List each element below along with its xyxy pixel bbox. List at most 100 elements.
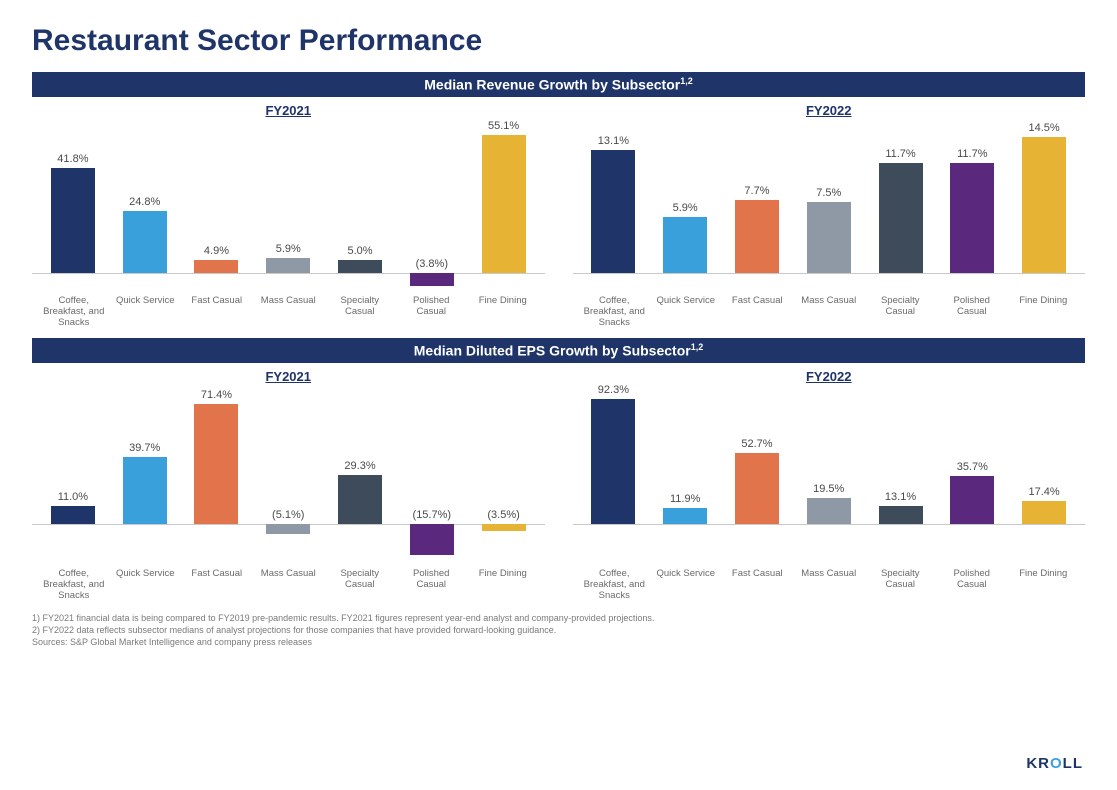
x-label: Fine Dining <box>1008 296 1080 329</box>
chart-title: FY2022 <box>573 103 1086 118</box>
bar-value-label: 5.9% <box>673 202 698 214</box>
footnote-line: 2) FY2022 data reflects subsector median… <box>32 624 1085 636</box>
bar: 39.7% <box>123 457 167 524</box>
bar: 55.1% <box>482 135 526 273</box>
bar: 35.7% <box>950 476 994 524</box>
bar: 11.9% <box>663 508 707 524</box>
bar-column: 13.1% <box>866 390 936 524</box>
x-label: Coffee, Breakfast, and Snacks <box>38 569 110 602</box>
bar: 11.7% <box>950 163 994 273</box>
bar-column: 29.3% <box>325 390 395 524</box>
bar-column: (3.5%) <box>469 390 539 524</box>
bar-chart: FY2021 11.0% 39.7% 71.4% (5.1%) 29.3%(15.7%) (… <box>32 369 545 602</box>
section-header: Median Diluted EPS Growth by Subsector1,… <box>32 338 1085 363</box>
x-label: Polished Casual <box>396 296 468 329</box>
bar-value-label: (3.5%) <box>487 509 519 521</box>
bar: 7.5% <box>807 202 851 272</box>
bar-value-label: 5.9% <box>276 243 301 255</box>
bar-column: 5.9% <box>253 124 323 273</box>
bar-value-label: 52.7% <box>741 438 772 450</box>
bar-column: 92.3% <box>579 390 649 524</box>
bar: 13.1% <box>879 506 923 524</box>
x-label: Mass Casual <box>253 296 325 329</box>
bar: 11.7% <box>879 163 923 273</box>
bar-value-label: 24.8% <box>129 196 160 208</box>
chart-row: FY2021 11.0% 39.7% 71.4% (5.1%) 29.3%(15.7%) (… <box>32 369 1085 602</box>
bar-column: 5.0% <box>325 124 395 273</box>
page-title: Restaurant Sector Performance <box>32 24 1085 58</box>
bar-column: 4.9% <box>182 124 252 273</box>
bar: 19.5% <box>807 498 851 524</box>
bar-column: 13.1% <box>579 124 649 273</box>
x-label: Mass Casual <box>793 569 865 602</box>
brand-logo: KROLL <box>1026 755 1083 772</box>
bar-value-label: 17.4% <box>1028 486 1059 498</box>
bar-value-label: 39.7% <box>129 442 160 454</box>
x-label: Fine Dining <box>1008 569 1080 602</box>
bars: 92.3% 11.9% 52.7% 19.5% 13.1% 35.7% 17.4% <box>573 390 1086 524</box>
bar-column: 7.5% <box>794 124 864 273</box>
x-label: Coffee, Breakfast, and Snacks <box>579 569 651 602</box>
section-header: Median Revenue Growth by Subsector1,2 <box>32 72 1085 97</box>
plot-area: 11.0% 39.7% 71.4% (5.1%) 29.3%(15.7%) (3.5%) <box>32 390 545 525</box>
bar-value-label: 11.0% <box>58 491 88 503</box>
bars: 11.0% 39.7% 71.4% (5.1%) 29.3%(15.7%) (3.5%) <box>32 390 545 524</box>
bar: 41.8% <box>51 168 95 273</box>
bar: 7.7% <box>735 200 779 272</box>
bar-value-label: 14.5% <box>1028 122 1059 134</box>
bar-value-label: 11.9% <box>670 493 700 505</box>
bar-column: 5.9% <box>650 124 720 273</box>
bar: 5.9% <box>663 217 707 272</box>
bars: 41.8% 24.8% 4.9% 5.9% 5.0% (3.8%) 55.1% <box>32 124 545 273</box>
bar-value-label: 13.1% <box>598 135 629 147</box>
x-label: Fine Dining <box>467 296 539 329</box>
bar <box>266 524 310 534</box>
bar: 5.0% <box>338 260 382 273</box>
bar-column: 11.9% <box>650 390 720 524</box>
bar-value-label: 19.5% <box>813 483 844 495</box>
bar-value-label: (3.8%) <box>416 258 448 270</box>
x-axis-labels: Coffee, Breakfast, and SnacksQuick Servi… <box>573 296 1086 329</box>
bar-chart: FY2022 92.3% 11.9% 52.7% 19.5% 13.1% 35.7% 17.4… <box>573 369 1086 602</box>
bar-column: 17.4% <box>1009 390 1079 524</box>
bar-column: 7.7% <box>722 124 792 273</box>
chart-title: FY2021 <box>32 369 545 384</box>
bar: 71.4% <box>194 404 238 524</box>
x-label: Mass Casual <box>793 296 865 329</box>
bar-column: (15.7%) <box>397 390 467 524</box>
bar-value-label: (5.1%) <box>272 509 304 521</box>
x-label: Specialty Casual <box>324 296 396 329</box>
x-label: Polished Casual <box>396 569 468 602</box>
bar-column: 35.7% <box>937 390 1007 524</box>
footnote-line: Sources: S&P Global Market Intelligence … <box>32 636 1085 648</box>
bar-column: 11.0% <box>38 390 108 524</box>
bar-value-label: 55.1% <box>488 120 519 132</box>
bar-value-label: 13.1% <box>885 491 916 503</box>
x-label: Fine Dining <box>467 569 539 602</box>
chart-row: FY202141.8%24.8%4.9%5.9%5.0%(3.8%)55.1%C… <box>32 103 1085 329</box>
bar-value-label: 5.0% <box>347 245 372 257</box>
bar-column: 39.7% <box>110 390 180 524</box>
x-label: Quick Service <box>650 569 722 602</box>
bar-value-label: 11.7% <box>957 148 987 160</box>
chart-title: FY2022 <box>573 369 1086 384</box>
bar-value-label: 4.9% <box>204 245 229 257</box>
bar-value-label: 7.5% <box>816 187 841 199</box>
x-label: Fast Casual <box>722 569 794 602</box>
bar-value-label: 41.8% <box>57 153 88 165</box>
x-axis-labels: Coffee, Breakfast, and SnacksQuick Servi… <box>573 569 1086 602</box>
bar-column: 52.7% <box>722 390 792 524</box>
bar-column: 55.1% <box>469 124 539 273</box>
bar: 24.8% <box>123 211 167 273</box>
bar-column: (3.8%) <box>397 124 467 273</box>
x-label: Coffee, Breakfast, and Snacks <box>579 296 651 329</box>
bar <box>410 273 454 287</box>
bar-column: 41.8% <box>38 124 108 273</box>
x-label: Fast Casual <box>722 296 794 329</box>
footnotes: 1) FY2021 financial data is being compar… <box>32 612 1085 648</box>
bar <box>410 524 454 555</box>
x-label: Specialty Casual <box>324 569 396 602</box>
bar-column: 19.5% <box>794 390 864 524</box>
bar-chart: FY2022 13.1% 5.9% 7.7% 7.5% 11.7% 11.7% 14.5% Co… <box>573 103 1086 329</box>
bar: 13.1% <box>591 150 635 273</box>
